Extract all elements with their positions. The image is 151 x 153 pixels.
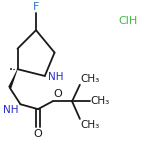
Text: NH: NH — [48, 72, 63, 82]
Text: CH₃: CH₃ — [91, 96, 110, 106]
Text: NH: NH — [3, 105, 18, 115]
Text: F: F — [33, 2, 39, 12]
Text: ClH: ClH — [119, 16, 138, 26]
Polygon shape — [8, 69, 18, 88]
Text: O: O — [54, 89, 62, 99]
Text: CH₃: CH₃ — [81, 74, 100, 84]
Text: O: O — [34, 129, 42, 139]
Text: CH₃: CH₃ — [81, 120, 100, 130]
